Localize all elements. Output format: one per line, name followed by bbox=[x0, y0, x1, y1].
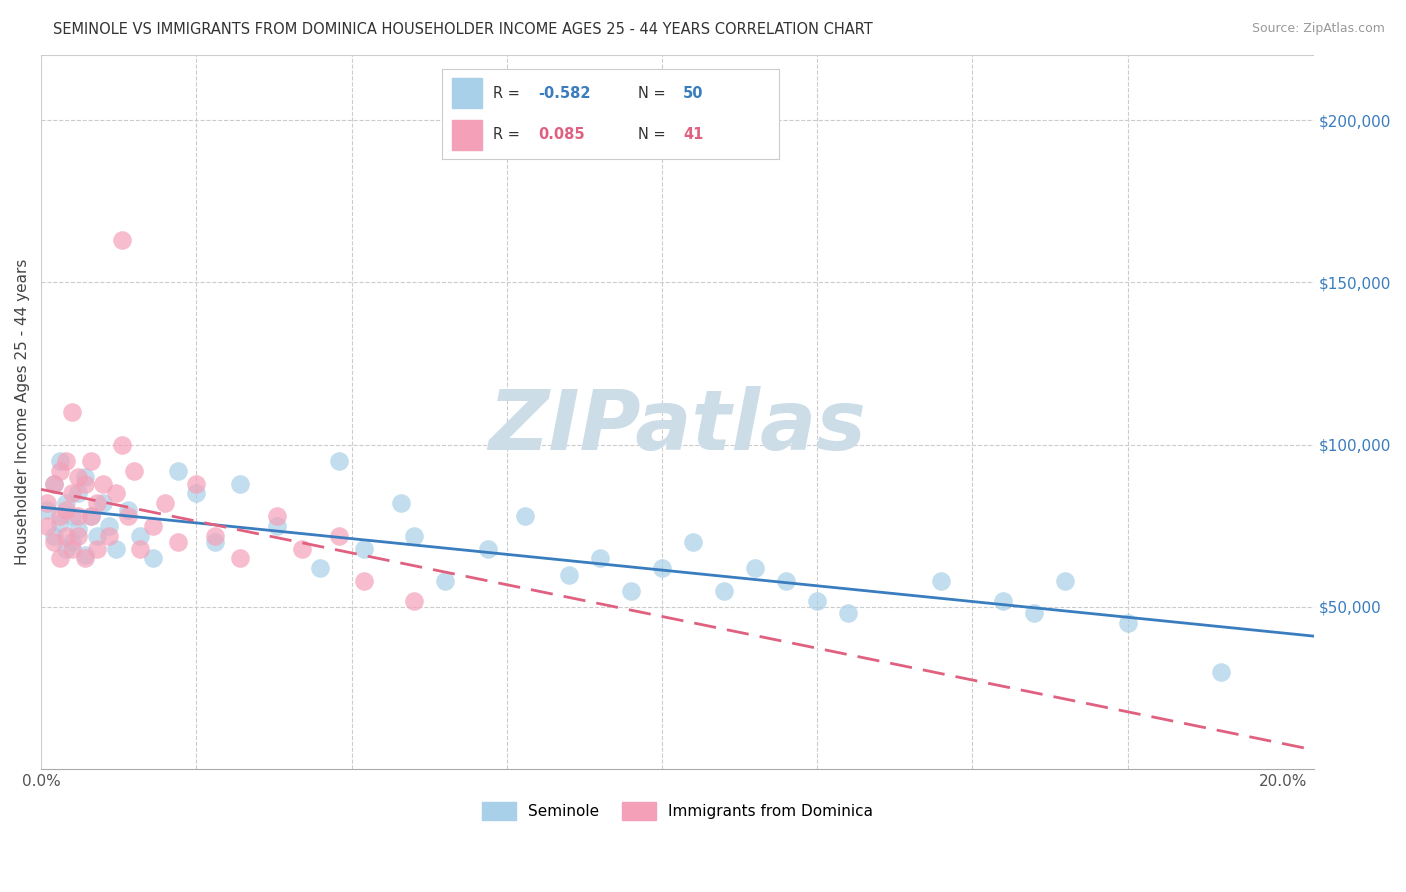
Point bbox=[204, 535, 226, 549]
Point bbox=[104, 541, 127, 556]
Point bbox=[86, 541, 108, 556]
Point bbox=[73, 476, 96, 491]
Point bbox=[1054, 574, 1077, 588]
Point bbox=[122, 464, 145, 478]
Point bbox=[60, 509, 83, 524]
Point bbox=[86, 528, 108, 542]
Point bbox=[91, 496, 114, 510]
Point bbox=[42, 476, 65, 491]
Point bbox=[37, 496, 59, 510]
Point bbox=[48, 516, 70, 530]
Point bbox=[682, 535, 704, 549]
Point bbox=[1209, 665, 1232, 679]
Point bbox=[402, 593, 425, 607]
Point bbox=[266, 509, 288, 524]
Point bbox=[80, 454, 103, 468]
Point bbox=[353, 541, 375, 556]
Point bbox=[129, 528, 152, 542]
Point bbox=[837, 607, 859, 621]
Point bbox=[328, 528, 350, 542]
Point bbox=[1024, 607, 1046, 621]
Point bbox=[91, 476, 114, 491]
Point bbox=[929, 574, 952, 588]
Point bbox=[73, 548, 96, 562]
Y-axis label: Householder Income Ages 25 - 44 years: Householder Income Ages 25 - 44 years bbox=[15, 259, 30, 566]
Point bbox=[713, 583, 735, 598]
Point bbox=[515, 509, 537, 524]
Point bbox=[993, 593, 1015, 607]
Point bbox=[80, 509, 103, 524]
Legend: Seminole, Immigrants from Dominica: Seminole, Immigrants from Dominica bbox=[477, 796, 879, 826]
Point bbox=[204, 528, 226, 542]
Point bbox=[55, 541, 77, 556]
Text: ZIPatlas: ZIPatlas bbox=[488, 386, 866, 467]
Point bbox=[117, 509, 139, 524]
Point bbox=[117, 502, 139, 516]
Point bbox=[266, 519, 288, 533]
Point bbox=[186, 486, 208, 500]
Point bbox=[73, 551, 96, 566]
Point bbox=[433, 574, 456, 588]
Point bbox=[309, 561, 332, 575]
Point bbox=[55, 454, 77, 468]
Point bbox=[166, 464, 188, 478]
Point bbox=[142, 551, 165, 566]
Point bbox=[389, 496, 412, 510]
Point bbox=[111, 438, 134, 452]
Point bbox=[67, 522, 90, 536]
Point bbox=[60, 535, 83, 549]
Point bbox=[142, 519, 165, 533]
Point bbox=[651, 561, 673, 575]
Point bbox=[37, 519, 59, 533]
Point bbox=[67, 528, 90, 542]
Point bbox=[60, 541, 83, 556]
Point bbox=[744, 561, 766, 575]
Point bbox=[775, 574, 797, 588]
Point bbox=[60, 405, 83, 419]
Point bbox=[353, 574, 375, 588]
Point bbox=[291, 541, 314, 556]
Point bbox=[55, 528, 77, 542]
Point bbox=[86, 496, 108, 510]
Point bbox=[67, 470, 90, 484]
Point bbox=[166, 535, 188, 549]
Point bbox=[558, 567, 581, 582]
Point bbox=[48, 551, 70, 566]
Point bbox=[67, 486, 90, 500]
Text: SEMINOLE VS IMMIGRANTS FROM DOMINICA HOUSEHOLDER INCOME AGES 25 - 44 YEARS CORRE: SEMINOLE VS IMMIGRANTS FROM DOMINICA HOU… bbox=[53, 22, 873, 37]
Point bbox=[60, 486, 83, 500]
Point bbox=[98, 519, 121, 533]
Point bbox=[73, 470, 96, 484]
Text: Source: ZipAtlas.com: Source: ZipAtlas.com bbox=[1251, 22, 1385, 36]
Point bbox=[477, 541, 499, 556]
Point bbox=[104, 486, 127, 500]
Point bbox=[229, 551, 252, 566]
Point bbox=[37, 502, 59, 516]
Point bbox=[328, 454, 350, 468]
Point bbox=[129, 541, 152, 556]
Point bbox=[806, 593, 828, 607]
Point bbox=[402, 528, 425, 542]
Point bbox=[186, 476, 208, 491]
Point bbox=[67, 509, 90, 524]
Point bbox=[42, 476, 65, 491]
Point bbox=[589, 551, 612, 566]
Point bbox=[48, 509, 70, 524]
Point bbox=[42, 528, 65, 542]
Point bbox=[48, 464, 70, 478]
Point bbox=[620, 583, 643, 598]
Point bbox=[1116, 616, 1139, 631]
Point bbox=[155, 496, 177, 510]
Point bbox=[80, 509, 103, 524]
Point bbox=[229, 476, 252, 491]
Point bbox=[48, 454, 70, 468]
Point bbox=[55, 496, 77, 510]
Point bbox=[111, 233, 134, 247]
Point bbox=[98, 528, 121, 542]
Point bbox=[55, 502, 77, 516]
Point bbox=[42, 535, 65, 549]
